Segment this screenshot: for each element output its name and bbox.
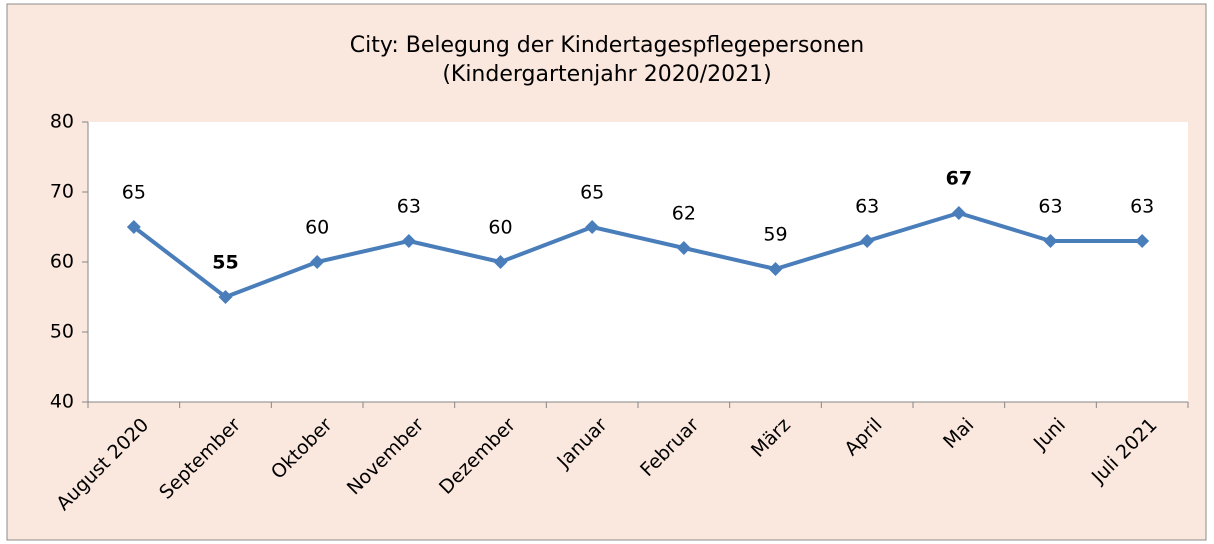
data-point [860, 234, 875, 248]
chart-title: City: Belegung der Kindertagespflegepers… [350, 33, 864, 58]
data-label: 65 [580, 182, 604, 204]
y-tick-label: 50 [50, 321, 74, 343]
data-point [218, 290, 233, 304]
y-tick-label: 70 [50, 181, 74, 203]
data-point [585, 220, 600, 234]
data-point [310, 255, 325, 269]
data-label: 62 [672, 203, 696, 225]
data-point [676, 241, 691, 255]
data-label: 60 [305, 217, 329, 239]
data-point [493, 255, 508, 269]
data-label: 59 [763, 224, 787, 246]
series-line [132, 211, 1143, 299]
data-label: 63 [1038, 196, 1062, 218]
data-point [126, 220, 141, 234]
y-tick-label: 80 [50, 111, 74, 133]
data-label: 63 [855, 196, 879, 218]
y-tick-label: 60 [50, 251, 74, 273]
data-point [768, 262, 783, 276]
y-tick-label: 40 [50, 391, 74, 413]
data-point [951, 206, 966, 220]
data-label: 67 [946, 168, 972, 190]
data-point [1043, 234, 1058, 248]
data-label: 63 [1130, 196, 1154, 218]
data-point [401, 234, 416, 248]
data-point [1135, 234, 1150, 248]
data-label: 55 [212, 252, 238, 274]
data-label: 60 [488, 217, 512, 239]
plot-area [88, 122, 1188, 402]
chart-subtitle: (Kindergartenjahr 2020/2021) [442, 62, 771, 87]
data-label: 65 [122, 182, 146, 204]
data-label: 63 [397, 196, 421, 218]
